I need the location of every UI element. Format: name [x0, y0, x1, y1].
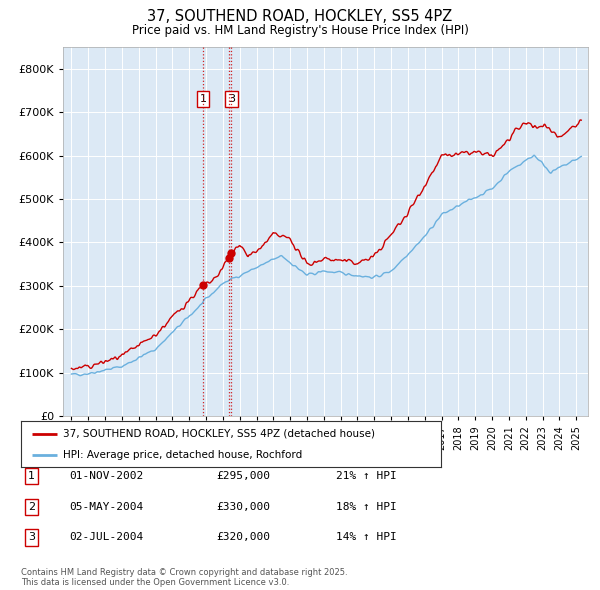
Text: 1: 1	[200, 94, 206, 104]
Text: £295,000: £295,000	[216, 471, 270, 481]
Text: 3: 3	[28, 533, 35, 542]
Text: 37, SOUTHEND ROAD, HOCKLEY, SS5 4PZ: 37, SOUTHEND ROAD, HOCKLEY, SS5 4PZ	[148, 9, 452, 24]
Text: 05-MAY-2004: 05-MAY-2004	[69, 502, 143, 512]
Text: 18% ↑ HPI: 18% ↑ HPI	[336, 502, 397, 512]
Text: 1: 1	[28, 471, 35, 481]
Text: 2: 2	[28, 502, 35, 512]
Text: Contains HM Land Registry data © Crown copyright and database right 2025.
This d: Contains HM Land Registry data © Crown c…	[21, 568, 347, 587]
Text: Price paid vs. HM Land Registry's House Price Index (HPI): Price paid vs. HM Land Registry's House …	[131, 24, 469, 37]
Text: 14% ↑ HPI: 14% ↑ HPI	[336, 533, 397, 542]
Text: £320,000: £320,000	[216, 533, 270, 542]
Text: 37, SOUTHEND ROAD, HOCKLEY, SS5 4PZ (detached house): 37, SOUTHEND ROAD, HOCKLEY, SS5 4PZ (det…	[63, 429, 375, 439]
Text: 02-JUL-2004: 02-JUL-2004	[69, 533, 143, 542]
Text: £330,000: £330,000	[216, 502, 270, 512]
Text: 01-NOV-2002: 01-NOV-2002	[69, 471, 143, 481]
Text: 3: 3	[228, 94, 235, 104]
Text: HPI: Average price, detached house, Rochford: HPI: Average price, detached house, Roch…	[63, 450, 302, 460]
Text: 21% ↑ HPI: 21% ↑ HPI	[336, 471, 397, 481]
